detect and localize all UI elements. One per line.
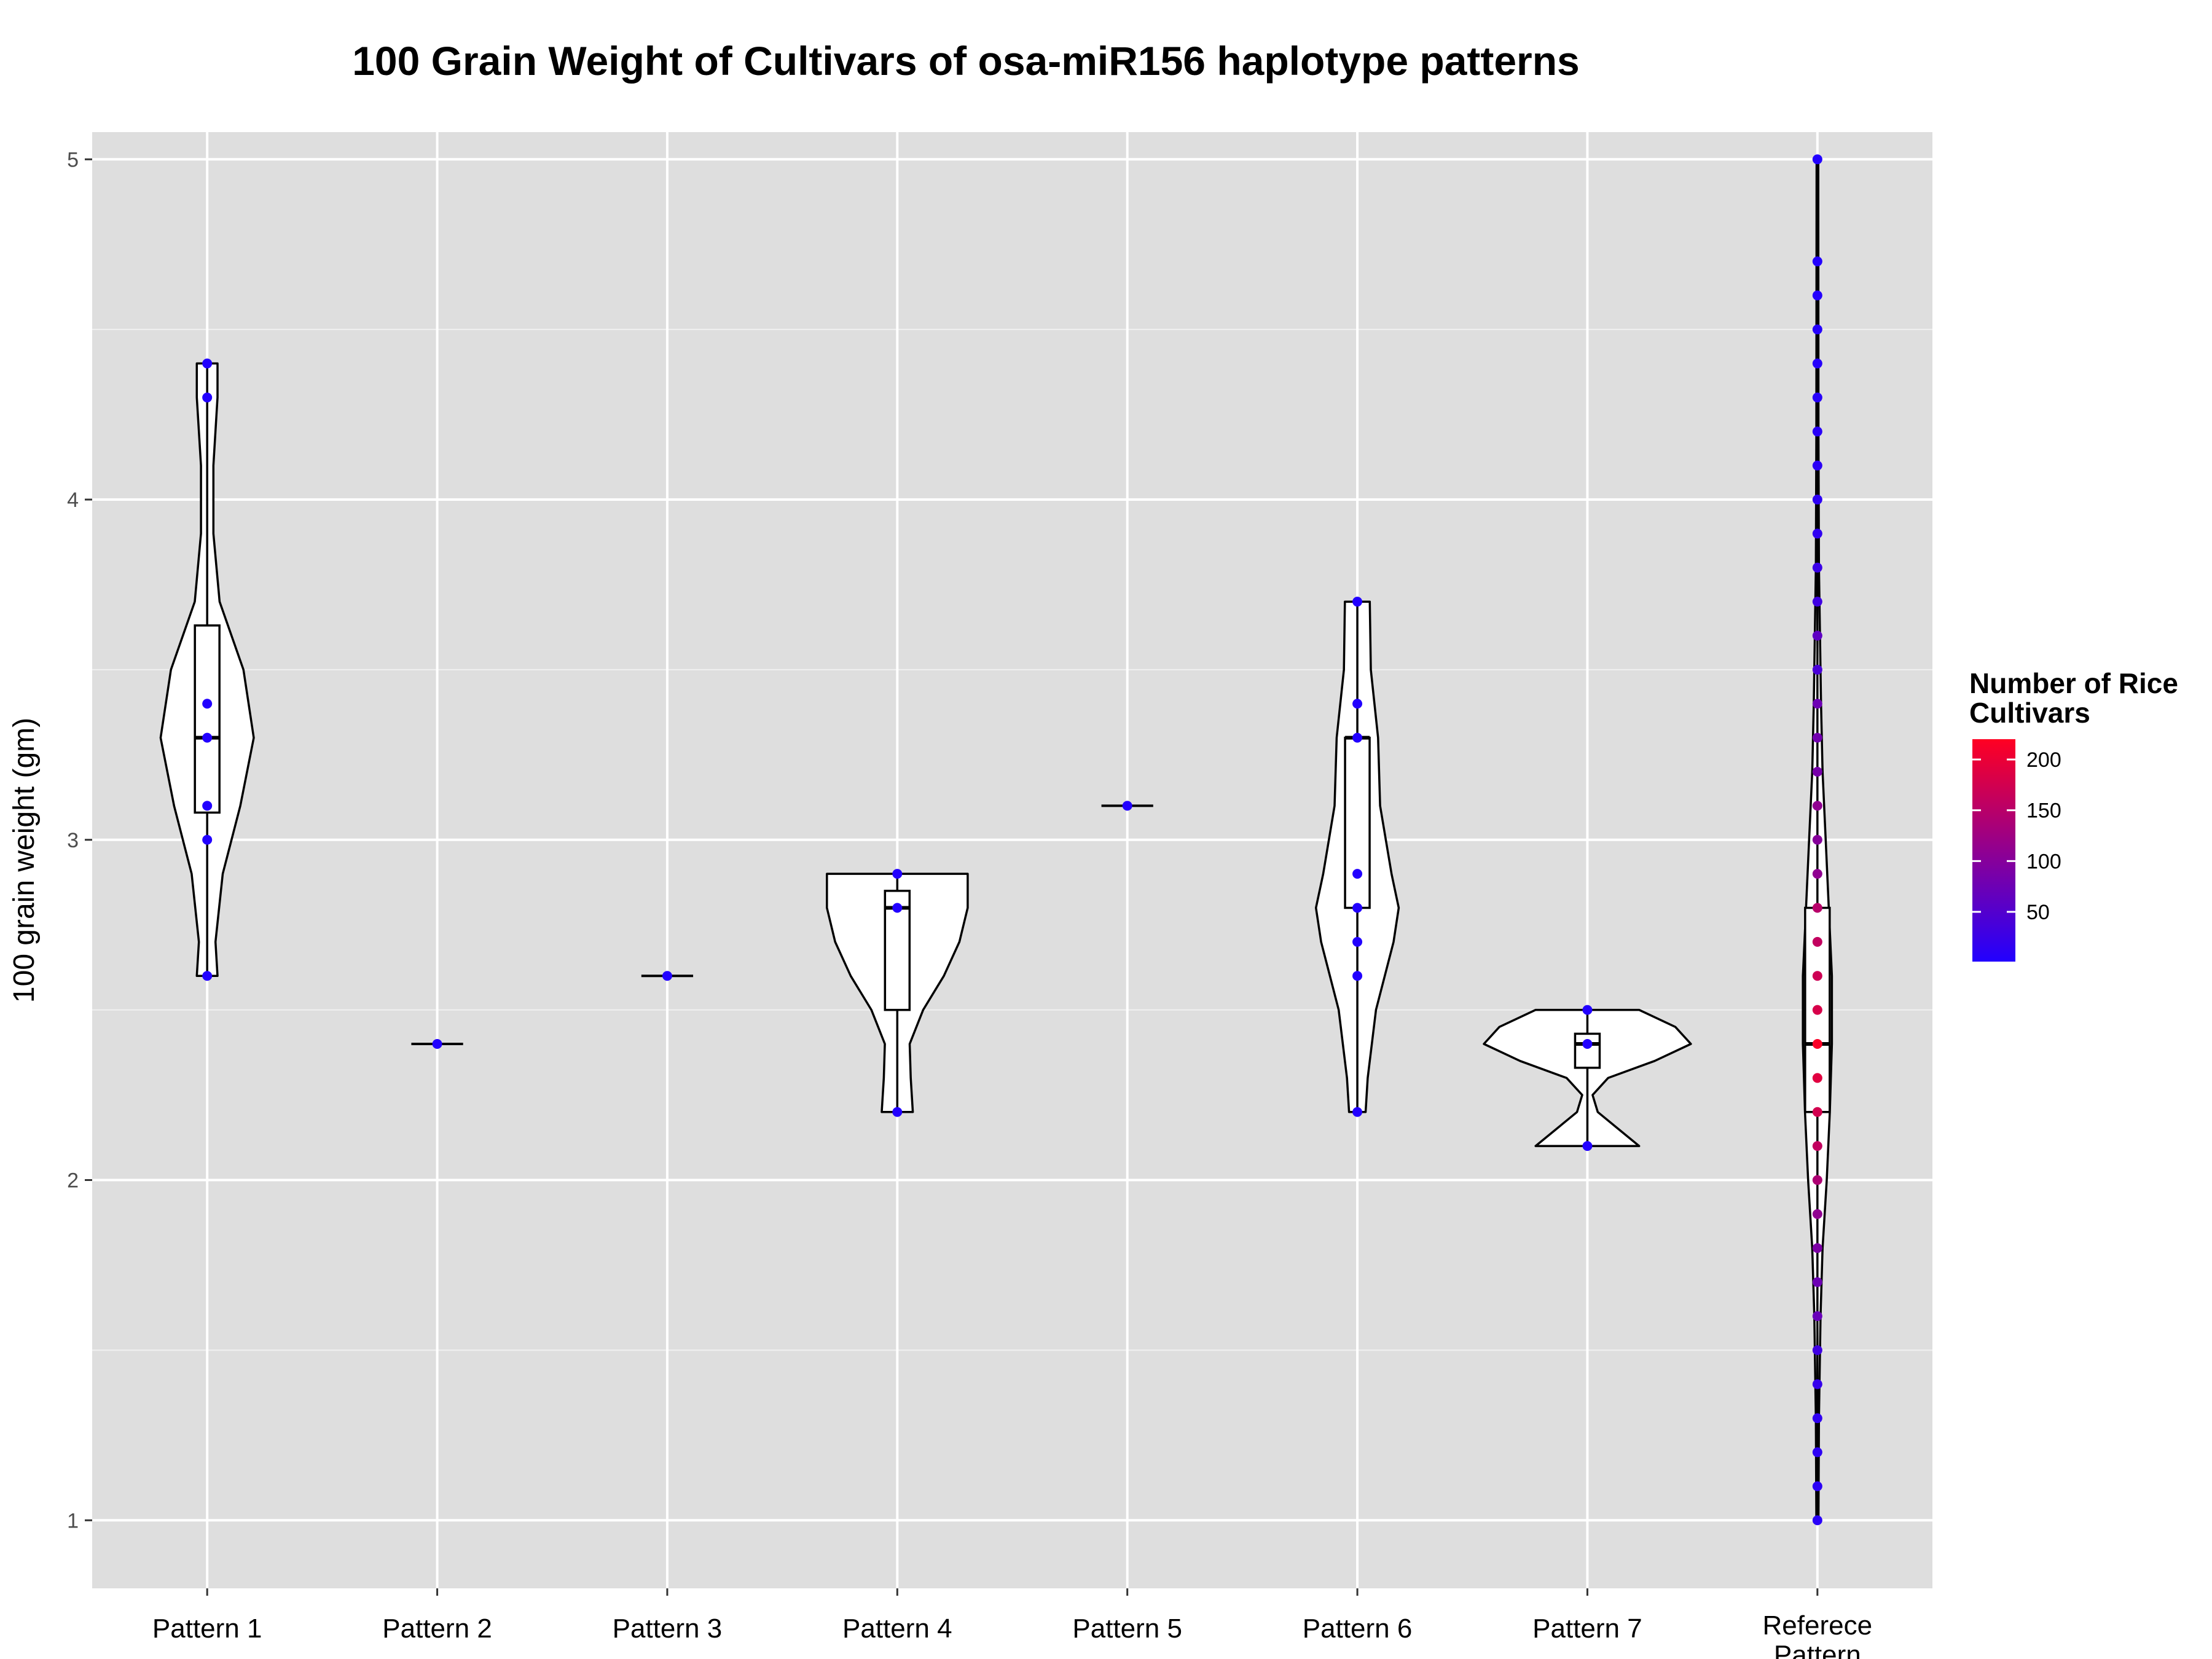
- data-points: [202, 154, 1822, 1526]
- data-point: [1812, 1481, 1822, 1491]
- data-point: [1582, 1141, 1593, 1151]
- data-point: [1352, 936, 1363, 947]
- x-axis: Pattern 1 Pattern 2 Pattern 3 Pattern 4 Patt…: [152, 1588, 1872, 1659]
- data-point: [1812, 1515, 1822, 1526]
- box-body: [194, 624, 221, 814]
- data-point: [892, 1107, 903, 1117]
- y-axis: 1 2 3 4 5: [67, 148, 92, 1532]
- y-tick-label: 1: [67, 1509, 79, 1532]
- y-axis-label: 100 grain weight (gm): [8, 718, 41, 1003]
- data-point: [1812, 1379, 1822, 1389]
- legend-tick-label: 200: [2026, 748, 2061, 772]
- data-point: [1812, 1311, 1822, 1322]
- data-point: [202, 801, 213, 811]
- data-point: [1812, 392, 1822, 402]
- x-tick-label: Pattern 5: [1072, 1614, 1182, 1644]
- legend-tick-label: 150: [2026, 799, 2061, 823]
- data-point: [892, 903, 903, 913]
- y-tick-label: 5: [67, 148, 79, 171]
- data-point: [1812, 256, 1822, 267]
- x-tick-label: Pattern 6: [1303, 1614, 1413, 1644]
- data-point: [202, 971, 213, 981]
- box-body: [1574, 1032, 1601, 1069]
- data-point: [1352, 903, 1363, 913]
- data-point: [1812, 1277, 1822, 1287]
- data-point: [1812, 562, 1822, 573]
- data-point: [202, 392, 213, 402]
- legend-tick-label: 100: [2026, 850, 2061, 873]
- y-tick-label: 2: [67, 1169, 79, 1193]
- legend-tick-label: 50: [2026, 901, 2050, 924]
- data-point: [1812, 1413, 1822, 1424]
- data-point: [1352, 1107, 1363, 1117]
- legend-colorbar: [1972, 739, 2015, 962]
- data-point: [1812, 324, 1822, 335]
- data-point: [1812, 528, 1822, 539]
- x-tick-label: Pattern 2: [382, 1614, 492, 1644]
- data-point: [1352, 869, 1363, 879]
- x-tick-label: Pattern 4: [842, 1614, 952, 1644]
- data-point: [1352, 971, 1363, 981]
- legend-title-line1: Number of Rice: [1969, 667, 2178, 699]
- x-tick-label: Pattern 1: [152, 1614, 262, 1644]
- data-point: [892, 869, 903, 879]
- data-point: [1352, 699, 1363, 709]
- data-point: [202, 358, 213, 369]
- data-point: [432, 1039, 442, 1049]
- data-point: [1812, 1345, 1822, 1355]
- legend-ticks: 200 150 100 50: [1972, 748, 2061, 924]
- y-tick-label: 4: [67, 488, 79, 512]
- data-point: [1812, 1243, 1822, 1253]
- data-point: [1812, 1073, 1822, 1083]
- data-point: [1812, 495, 1822, 505]
- data-point: [1122, 801, 1132, 811]
- data-point: [202, 732, 213, 743]
- data-point: [1812, 154, 1822, 165]
- x-tick-label: Referece Pattern: [1763, 1610, 1873, 1659]
- plot-panel: [92, 132, 1932, 1588]
- data-point: [1812, 834, 1822, 845]
- data-point: [1812, 801, 1822, 811]
- data-point: [1812, 426, 1822, 437]
- data-point: [1812, 936, 1822, 947]
- data-point: [1812, 1447, 1822, 1457]
- data-point: [1812, 767, 1822, 777]
- data-point: [1812, 732, 1822, 743]
- data-point: [1812, 597, 1822, 607]
- y-tick-label: 3: [67, 829, 79, 852]
- data-point: [1812, 1175, 1822, 1185]
- data-point: [1812, 903, 1822, 913]
- data-point: [1812, 1209, 1822, 1219]
- data-point: [662, 971, 672, 981]
- data-point: [202, 834, 213, 845]
- chart-title: 100 Grain Weight of Cultivars of osa-miR…: [352, 38, 1580, 84]
- data-point: [1812, 869, 1822, 879]
- data-point: [1812, 358, 1822, 369]
- data-point: [1812, 1141, 1822, 1151]
- legend-title-line2: Cultivars: [1969, 697, 2090, 729]
- data-point: [1812, 699, 1822, 709]
- data-point: [1812, 290, 1822, 300]
- data-point: [1352, 597, 1363, 607]
- data-point: [1812, 1039, 1822, 1049]
- data-point: [1812, 460, 1822, 471]
- x-tick-label: Pattern 3: [613, 1614, 723, 1644]
- data-point: [1812, 664, 1822, 675]
- data-point: [1812, 1005, 1822, 1015]
- data-point: [1812, 630, 1822, 641]
- data-point: [1582, 1039, 1593, 1049]
- data-point: [202, 699, 213, 709]
- x-tick-label: Pattern 7: [1532, 1614, 1642, 1644]
- data-point: [1812, 1107, 1822, 1117]
- color-legend: Number of Rice Cultivars 200 150 100 50: [1969, 667, 2178, 962]
- data-point: [1352, 732, 1363, 743]
- data-point: [1812, 971, 1822, 981]
- data-point: [1582, 1005, 1593, 1015]
- box-body: [1344, 736, 1371, 909]
